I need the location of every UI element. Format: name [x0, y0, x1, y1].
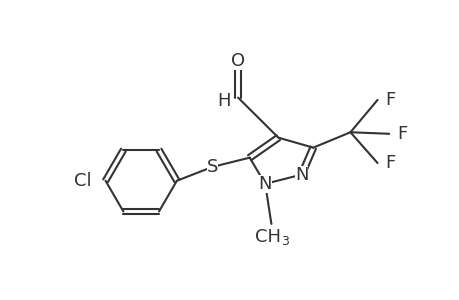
Text: Cl: Cl [74, 172, 91, 190]
Text: F: F [385, 91, 395, 109]
Text: CH: CH [254, 228, 280, 246]
Text: F: F [396, 125, 406, 143]
Text: N: N [294, 166, 308, 184]
Text: O: O [230, 52, 245, 70]
Text: H: H [216, 92, 230, 110]
Text: N: N [258, 175, 271, 193]
Text: 3: 3 [281, 235, 289, 248]
Text: F: F [385, 154, 395, 172]
Text: S: S [207, 158, 218, 176]
